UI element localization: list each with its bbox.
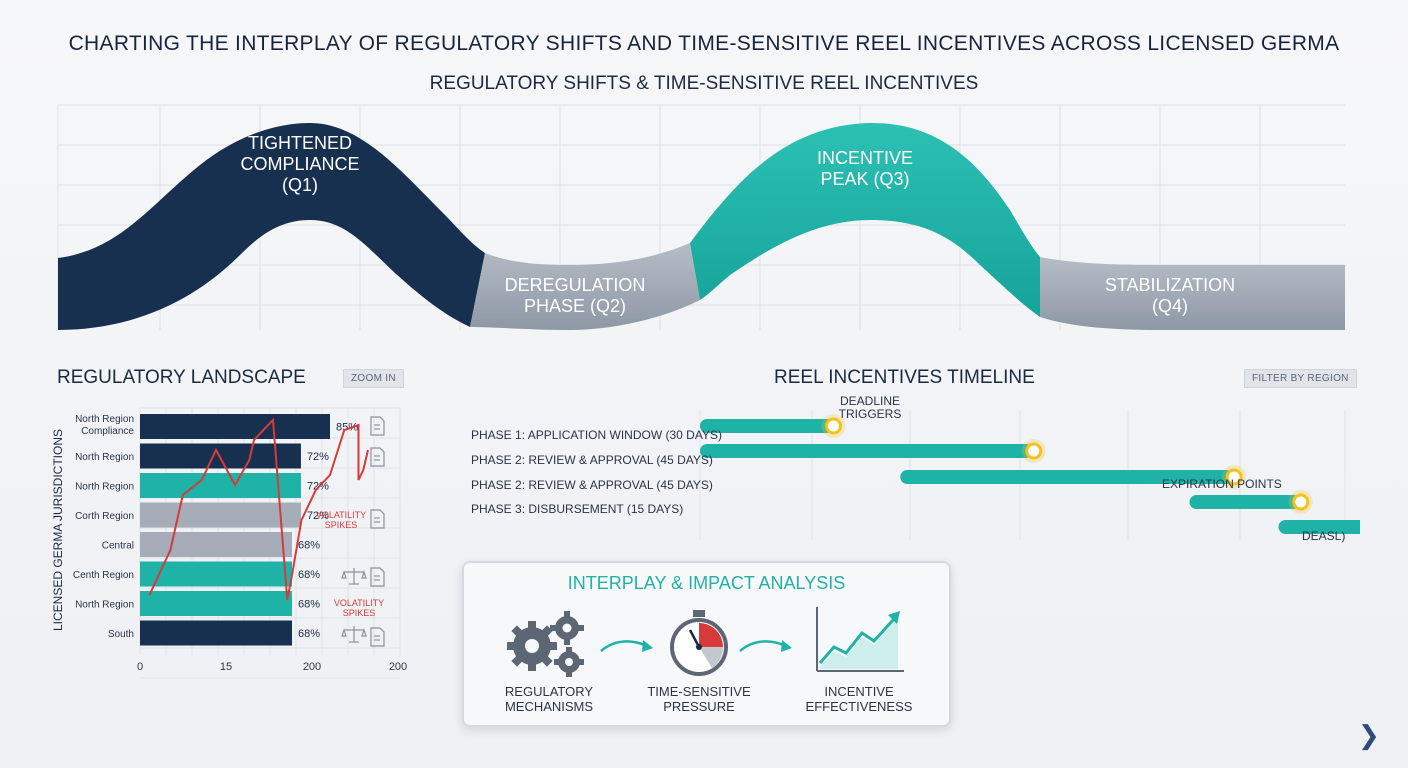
volatility-line xyxy=(148,417,369,601)
regulatory-x-tick: 200 xyxy=(389,661,407,673)
scale-icons xyxy=(341,568,367,643)
timeline-phase-label: PHASE 2: REVIEW & APPROVAL (45 DAYS) xyxy=(471,453,713,467)
phase-label-q3: INCENTIVE PEAK (Q3) xyxy=(816,148,913,189)
stopwatch-icon xyxy=(670,610,728,676)
impact-label-time-sensitive-pressure: TIME-SENSITIVE PRESSURE xyxy=(647,684,751,714)
regulatory-grid xyxy=(139,407,401,679)
volatility-label-upper: VOLATILITY SPIKES xyxy=(315,510,367,530)
arrow-right-icon xyxy=(600,640,653,652)
regulatory-bar-chart: LICENSED GERMA JURISDICTIONS North Regio… xyxy=(51,407,407,679)
regulatory-category-label: North Region xyxy=(75,452,134,463)
impact-title: INTERPLAY & IMPACT ANALYSIS xyxy=(567,573,846,593)
deadline-marker xyxy=(825,417,842,435)
regulatory-bar xyxy=(140,443,301,469)
gears-icon xyxy=(507,611,584,677)
regulatory-bar xyxy=(140,414,330,439)
regulatory-category-label: North Region xyxy=(75,482,134,493)
timeline-bar xyxy=(900,470,1234,484)
document-icon xyxy=(370,509,385,529)
regulatory-data-label: 68% xyxy=(298,569,320,581)
document-icons xyxy=(370,416,385,647)
next-chevron-icon[interactable]: ❯ xyxy=(1358,720,1380,750)
document-icon xyxy=(370,416,385,436)
arrow-right-icon xyxy=(739,640,792,652)
impact-analysis-card: INTERPLAY & IMPACT ANALYSIS xyxy=(462,561,951,727)
phase-label-q1: TIGHTENED COMPLIANCE (Q1) xyxy=(240,133,360,195)
regulatory-data-label: 72% xyxy=(307,510,329,522)
regulatory-category-label: Corth Region xyxy=(75,511,134,522)
wave-segment-q2 xyxy=(470,243,700,330)
impact-label-regulatory-mechanisms: REGULATORY MECHANISMS xyxy=(504,684,594,714)
regulatory-category-label: South xyxy=(108,629,134,640)
regulatory-bar xyxy=(140,532,292,557)
volatility-label-lower: VOLATILITY SPIKES xyxy=(333,598,385,618)
regulatory-heading: REGULATORY LANDSCAPE xyxy=(57,367,306,388)
document-icon xyxy=(370,447,385,467)
regulatory-y-axis-label: LICENSED GERMA JURISDICTIONS xyxy=(51,429,65,631)
incentives-gantt-chart xyxy=(699,410,1360,540)
page-title: CHARTING THE INTERPLAY OF REGULATORY SHI… xyxy=(68,32,1340,55)
wave-segment-q4 xyxy=(1040,257,1345,330)
regulatory-bar xyxy=(140,591,292,616)
timeline-phase-label: PHASE 1: APPLICATION WINDOW (30 DAYS) xyxy=(471,428,722,442)
phase-wave-chart xyxy=(57,104,1345,330)
phase-label-q4: STABILIZATION (Q4) xyxy=(1104,275,1236,316)
chart-subtitle: REGULATORY SHIFTS & TIME-SENSITIVE REEL … xyxy=(429,73,979,94)
deadline-triggers-label: DEADLINE TRIGGERS xyxy=(838,394,902,421)
regulatory-bar xyxy=(140,473,301,498)
deadline-marker xyxy=(1292,493,1310,511)
regulatory-bar xyxy=(140,620,292,646)
deadline-marker xyxy=(1025,442,1043,460)
regulatory-category-label: North Region Compliance xyxy=(75,414,134,437)
balance-scale-icon xyxy=(341,568,367,585)
regulatory-bar xyxy=(140,561,292,587)
timeline-bar xyxy=(1278,520,1360,534)
regulatory-category-label: North Region xyxy=(75,600,134,611)
timeline-bar xyxy=(700,419,834,433)
document-icon xyxy=(370,567,385,587)
timeline-bar xyxy=(1189,495,1301,509)
wave-segment-q1 xyxy=(58,123,485,330)
regulatory-data-label: 68% xyxy=(298,540,320,552)
filter-by-region-button[interactable]: FILTER BY REGION xyxy=(1244,369,1357,388)
regulatory-bar xyxy=(140,502,301,528)
regulatory-x-tick: 200 xyxy=(303,661,321,673)
timeline-heading: REEL INCENTIVES TIMELINE xyxy=(774,367,1035,388)
timeline-bar xyxy=(700,444,1034,458)
timeline-phase-label: PHASE 3: DISBURSEMENT (15 DAYS) xyxy=(471,502,684,516)
regulatory-data-label: 68% xyxy=(298,628,320,640)
balance-scale-icon xyxy=(341,626,367,643)
regulatory-x-tick: 15 xyxy=(220,661,232,673)
rising-chart-icon xyxy=(816,607,904,672)
impact-label-incentive-effectiveness: INCENTIVE EFFECTIVENESS xyxy=(805,684,913,714)
document-icon xyxy=(370,627,385,647)
regulatory-x-tick: 0 xyxy=(137,661,143,673)
timeline-phase-label: PHASE 2: REVIEW & APPROVAL (45 DAYS) xyxy=(471,478,713,492)
wave-segment-q3 xyxy=(690,122,1040,317)
phase-label-q2: DEREGULATION PHASE (Q2) xyxy=(504,275,646,316)
regulatory-data-label: 85% xyxy=(336,422,358,434)
deasl-label: DEASL) xyxy=(1302,529,1346,543)
deadline-marker xyxy=(1225,468,1243,486)
regulatory-data-label: 68% xyxy=(298,599,320,611)
regulatory-category-label: Central xyxy=(102,541,134,552)
zoom-in-button[interactable]: ZOOM IN xyxy=(343,369,404,388)
regulatory-data-label: 72% xyxy=(307,451,329,463)
expiration-points-label: EXPIRATION POINTS xyxy=(1162,477,1282,491)
regulatory-category-label: Centh Region xyxy=(73,570,134,581)
